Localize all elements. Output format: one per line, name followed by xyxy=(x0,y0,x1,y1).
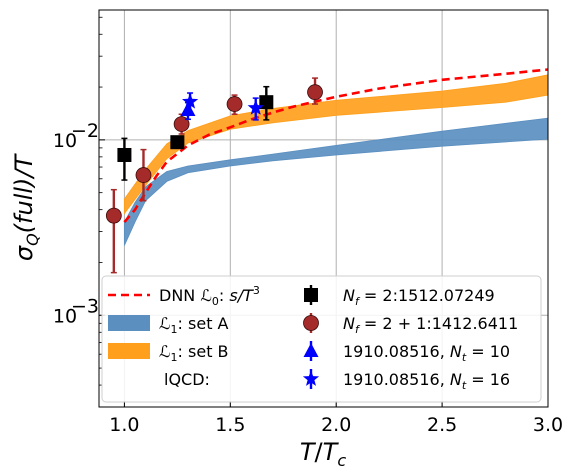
data-point-circle xyxy=(226,96,243,112)
legend-label-nf2: Nf = 2:1512.07249 xyxy=(343,286,495,308)
point-layer xyxy=(105,77,323,274)
y-tick-exponent: −2 xyxy=(71,120,99,142)
y-tick-exponent: −3 xyxy=(71,295,99,317)
x-tick-label: 2.5 xyxy=(427,414,457,436)
x-axis-title: T/Tc xyxy=(300,438,346,470)
data-point-square xyxy=(170,135,185,150)
legend-label-nf21: Nf = 2 + 1:1412.6411 xyxy=(343,314,518,336)
x-tick-label: 1.0 xyxy=(109,414,139,436)
data-point-circle xyxy=(135,167,152,183)
tick-layer: 1.0 1.5 2.0 2.5 3.010−310−2 xyxy=(53,16,563,436)
band-l1-set-a xyxy=(124,117,548,246)
data-point-circle xyxy=(105,207,122,224)
series-line-dnn xyxy=(123,68,548,223)
legend-box xyxy=(101,275,542,403)
legend-swatch-setA xyxy=(108,315,150,331)
legend-label-lqcd: lQCD: xyxy=(164,370,210,389)
data-point-square xyxy=(117,147,132,162)
y-tick-label: 10 xyxy=(53,130,77,152)
legend-swatch-setB xyxy=(108,343,150,359)
plot-frame xyxy=(98,9,549,408)
legend-label-setA: ℒ1: set A xyxy=(159,314,229,336)
data-point-circle xyxy=(307,84,323,101)
x-tick-label: 2.0 xyxy=(321,414,351,436)
band-l1-set-b xyxy=(124,74,548,215)
data-point-circle xyxy=(173,116,190,132)
band-layer xyxy=(124,74,548,246)
legend-marker-nf21 xyxy=(303,315,319,331)
legend-label-dnn: DNN ℒ0: s/T3 xyxy=(159,284,260,308)
legend-marker-nf2 xyxy=(304,288,318,302)
y-axis-title: σQ(full)/T xyxy=(10,153,42,262)
legend-marker-nt10 xyxy=(303,343,319,357)
legend: DNN ℒ0: s/T3 ℒ1: set A ℒ1: set B lQCD: Nf = … xyxy=(101,275,542,403)
data-point-star xyxy=(247,99,264,115)
y-tick-label: 10 xyxy=(53,305,77,327)
legend-label-nt10: 1910.08516, Nt = 10 xyxy=(343,342,510,364)
data-point-star xyxy=(182,93,199,109)
legend-marker-nt16 xyxy=(302,370,320,386)
legend-label-nt16: 1910.08516, Nt = 16 xyxy=(343,370,510,392)
axis-titles: T/Tc σQ(full)/T xyxy=(10,153,346,470)
line-layer xyxy=(123,68,548,223)
x-tick-label: 1.5 xyxy=(215,414,245,436)
legend-label-setB: ℒ1: set B xyxy=(159,342,229,364)
x-tick-label: 3.0 xyxy=(533,414,563,436)
